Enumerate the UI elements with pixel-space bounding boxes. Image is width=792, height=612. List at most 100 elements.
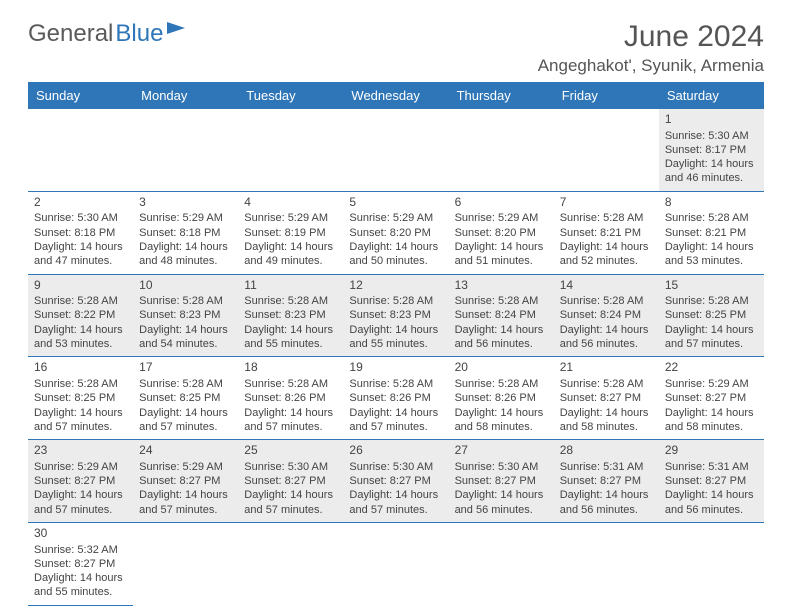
day-info-line: Sunrise: 5:29 AM bbox=[34, 460, 127, 474]
day-info-line: Daylight: 14 hours bbox=[560, 406, 653, 420]
day-info-line: Sunrise: 5:30 AM bbox=[244, 460, 337, 474]
flag-icon bbox=[167, 22, 185, 34]
day-info-line: Sunrise: 5:28 AM bbox=[560, 211, 653, 225]
day-info-line: Sunrise: 5:28 AM bbox=[455, 377, 548, 391]
day-info-line: and 58 minutes. bbox=[560, 420, 653, 434]
day-info-line: Sunrise: 5:28 AM bbox=[139, 294, 232, 308]
day-cell: 5Sunrise: 5:29 AMSunset: 8:20 PMDaylight… bbox=[343, 191, 448, 274]
day-info-line: and 47 minutes. bbox=[34, 254, 127, 268]
day-number: 19 bbox=[349, 360, 442, 376]
day-info-line: Sunrise: 5:28 AM bbox=[560, 294, 653, 308]
day-cell: 15Sunrise: 5:28 AMSunset: 8:25 PMDayligh… bbox=[659, 274, 764, 357]
day-info-line: and 57 minutes. bbox=[34, 420, 127, 434]
day-cell bbox=[238, 522, 343, 605]
day-info-line: and 50 minutes. bbox=[349, 254, 442, 268]
day-info-line: and 56 minutes. bbox=[560, 503, 653, 517]
day-number: 1 bbox=[665, 112, 758, 128]
day-cell: 9Sunrise: 5:28 AMSunset: 8:22 PMDaylight… bbox=[28, 274, 133, 357]
week-row: 23Sunrise: 5:29 AMSunset: 8:27 PMDayligh… bbox=[28, 440, 764, 523]
day-info-line: Daylight: 14 hours bbox=[665, 157, 758, 171]
day-number: 5 bbox=[349, 195, 442, 211]
day-info-line: and 56 minutes. bbox=[455, 503, 548, 517]
calendar-table: Sunday Monday Tuesday Wednesday Thursday… bbox=[28, 82, 764, 606]
day-info-line: Sunset: 8:27 PM bbox=[349, 474, 442, 488]
day-info-line: and 52 minutes. bbox=[560, 254, 653, 268]
day-number: 13 bbox=[455, 278, 548, 294]
day-cell: 2Sunrise: 5:30 AMSunset: 8:18 PMDaylight… bbox=[28, 191, 133, 274]
day-info-line: and 55 minutes. bbox=[244, 337, 337, 351]
day-info-line: Daylight: 14 hours bbox=[34, 406, 127, 420]
week-row: 1Sunrise: 5:30 AMSunset: 8:17 PMDaylight… bbox=[28, 109, 764, 191]
day-cell bbox=[554, 109, 659, 191]
day-info-line: Daylight: 14 hours bbox=[139, 323, 232, 337]
day-info-line: and 57 minutes. bbox=[349, 503, 442, 517]
day-cell: 7Sunrise: 5:28 AMSunset: 8:21 PMDaylight… bbox=[554, 191, 659, 274]
day-info-line: and 46 minutes. bbox=[665, 171, 758, 185]
col-mon: Monday bbox=[133, 82, 238, 109]
day-cell: 10Sunrise: 5:28 AMSunset: 8:23 PMDayligh… bbox=[133, 274, 238, 357]
day-info-line: Sunset: 8:22 PM bbox=[34, 308, 127, 322]
day-info-line: Daylight: 14 hours bbox=[244, 323, 337, 337]
day-cell bbox=[449, 109, 554, 191]
day-cell bbox=[343, 109, 448, 191]
day-info-line: Sunset: 8:24 PM bbox=[455, 308, 548, 322]
location-text: Angeghakot', Syunik, Armenia bbox=[538, 56, 764, 76]
day-cell: 16Sunrise: 5:28 AMSunset: 8:25 PMDayligh… bbox=[28, 357, 133, 440]
day-info-line: Daylight: 14 hours bbox=[349, 240, 442, 254]
day-info-line: Sunset: 8:27 PM bbox=[560, 474, 653, 488]
day-info-line: Sunrise: 5:28 AM bbox=[139, 377, 232, 391]
day-number: 15 bbox=[665, 278, 758, 294]
day-info-line: and 57 minutes. bbox=[244, 420, 337, 434]
day-info-line: Sunset: 8:26 PM bbox=[349, 391, 442, 405]
day-number: 2 bbox=[34, 195, 127, 211]
day-info-line: Sunrise: 5:29 AM bbox=[349, 211, 442, 225]
day-info-line: Sunrise: 5:32 AM bbox=[34, 543, 127, 557]
day-info-line: and 55 minutes. bbox=[349, 337, 442, 351]
day-cell: 13Sunrise: 5:28 AMSunset: 8:24 PMDayligh… bbox=[449, 274, 554, 357]
day-info-line: Sunrise: 5:28 AM bbox=[34, 294, 127, 308]
day-info-line: Sunrise: 5:29 AM bbox=[455, 211, 548, 225]
day-info-line: and 57 minutes. bbox=[665, 337, 758, 351]
day-info-line: Sunset: 8:18 PM bbox=[34, 226, 127, 240]
day-number: 7 bbox=[560, 195, 653, 211]
day-info-line: Sunset: 8:23 PM bbox=[244, 308, 337, 322]
day-info-line: and 53 minutes. bbox=[34, 337, 127, 351]
day-info-line: Daylight: 14 hours bbox=[455, 240, 548, 254]
day-cell: 3Sunrise: 5:29 AMSunset: 8:18 PMDaylight… bbox=[133, 191, 238, 274]
day-info-line: Sunset: 8:25 PM bbox=[139, 391, 232, 405]
day-info-line: Sunset: 8:21 PM bbox=[560, 226, 653, 240]
day-number: 9 bbox=[34, 278, 127, 294]
day-number: 17 bbox=[139, 360, 232, 376]
day-info-line: Sunset: 8:26 PM bbox=[244, 391, 337, 405]
day-info-line: and 57 minutes. bbox=[139, 503, 232, 517]
day-info-line: and 57 minutes. bbox=[244, 503, 337, 517]
day-cell bbox=[659, 522, 764, 605]
day-info-line: Sunset: 8:21 PM bbox=[665, 226, 758, 240]
day-cell bbox=[554, 522, 659, 605]
day-cell: 24Sunrise: 5:29 AMSunset: 8:27 PMDayligh… bbox=[133, 440, 238, 523]
day-info-line: Sunset: 8:25 PM bbox=[665, 308, 758, 322]
day-info-line: Sunset: 8:27 PM bbox=[244, 474, 337, 488]
day-info-line: Sunset: 8:26 PM bbox=[455, 391, 548, 405]
day-info-line: Daylight: 14 hours bbox=[665, 406, 758, 420]
day-cell: 14Sunrise: 5:28 AMSunset: 8:24 PMDayligh… bbox=[554, 274, 659, 357]
day-info-line: Daylight: 14 hours bbox=[34, 488, 127, 502]
day-info-line: Daylight: 14 hours bbox=[349, 488, 442, 502]
logo: GeneralBlue bbox=[28, 20, 185, 48]
day-info-line: Daylight: 14 hours bbox=[560, 240, 653, 254]
day-info-line: Sunset: 8:27 PM bbox=[560, 391, 653, 405]
day-info-line: Sunrise: 5:28 AM bbox=[560, 377, 653, 391]
day-number: 21 bbox=[560, 360, 653, 376]
logo-text-2: Blue bbox=[115, 20, 163, 48]
day-cell: 1Sunrise: 5:30 AMSunset: 8:17 PMDaylight… bbox=[659, 109, 764, 191]
day-info-line: Daylight: 14 hours bbox=[665, 240, 758, 254]
day-info-line: Sunset: 8:27 PM bbox=[665, 391, 758, 405]
day-info-line: Daylight: 14 hours bbox=[244, 406, 337, 420]
day-info-line: Sunset: 8:20 PM bbox=[455, 226, 548, 240]
day-info-line: and 57 minutes. bbox=[34, 503, 127, 517]
day-cell: 4Sunrise: 5:29 AMSunset: 8:19 PMDaylight… bbox=[238, 191, 343, 274]
day-info-line: and 57 minutes. bbox=[139, 420, 232, 434]
day-number: 28 bbox=[560, 443, 653, 459]
day-number: 6 bbox=[455, 195, 548, 211]
day-info-line: and 57 minutes. bbox=[349, 420, 442, 434]
